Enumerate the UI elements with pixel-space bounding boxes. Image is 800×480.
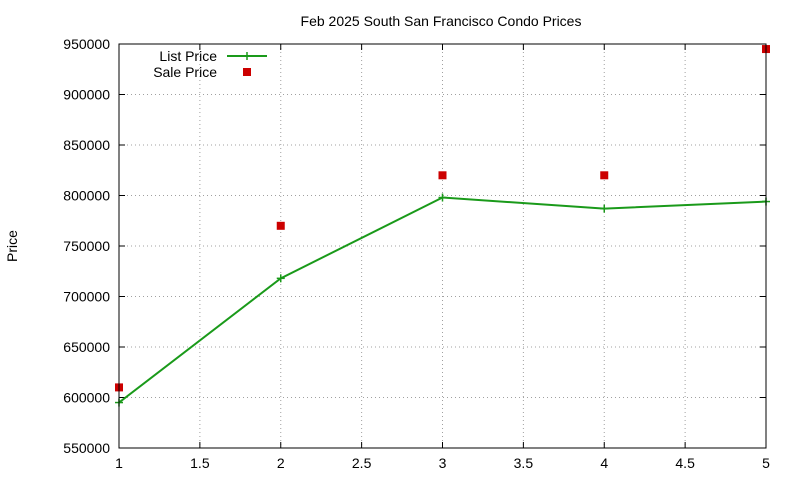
x-tick-label: 2.5: [352, 455, 372, 471]
legend-swatch-marker: [243, 68, 251, 76]
x-tick-label: 2: [277, 455, 285, 471]
x-tick-label: 3.5: [514, 455, 534, 471]
y-tick-label: 800000: [63, 188, 110, 204]
legend-label: List Price: [159, 48, 217, 64]
data-point: [276, 221, 285, 230]
data-point: [438, 193, 447, 202]
chart-title: Feb 2025 South San Francisco Condo Price…: [301, 13, 582, 29]
y-tick-label: 950000: [63, 36, 110, 52]
y-tick-label: 650000: [63, 339, 110, 355]
y-tick-label: 700000: [63, 289, 110, 305]
y-tick-label: 550000: [63, 440, 110, 456]
data-point: [600, 171, 609, 180]
y-axis-label: Price: [4, 230, 20, 262]
x-tick-label: 5: [762, 455, 770, 471]
x-tick-label: 1.5: [190, 455, 210, 471]
y-tick-label: 600000: [63, 390, 110, 406]
data-point: [438, 171, 447, 180]
x-tick-label: 4: [600, 455, 608, 471]
y-tick-label: 750000: [63, 238, 110, 254]
y-tick-label: 850000: [63, 137, 110, 153]
series-sale-price: [115, 45, 770, 392]
x-tick-label: 3: [439, 455, 447, 471]
legend-label: Sale Price: [153, 64, 217, 80]
legend-swatch-marker: [243, 52, 251, 60]
x-tick-label: 1: [115, 455, 123, 471]
plot-frame: [118, 43, 767, 449]
x-tick-label: 4.5: [675, 455, 695, 471]
y-tick-label: 900000: [63, 87, 110, 103]
data-point: [276, 274, 285, 283]
axis-ticks: 1 1.5 2 2.5 3 3.5 4 4.5 5 550000 600000 650000 70000…: [63, 36, 770, 471]
grid: [119, 44, 766, 448]
data-point: [600, 204, 609, 213]
